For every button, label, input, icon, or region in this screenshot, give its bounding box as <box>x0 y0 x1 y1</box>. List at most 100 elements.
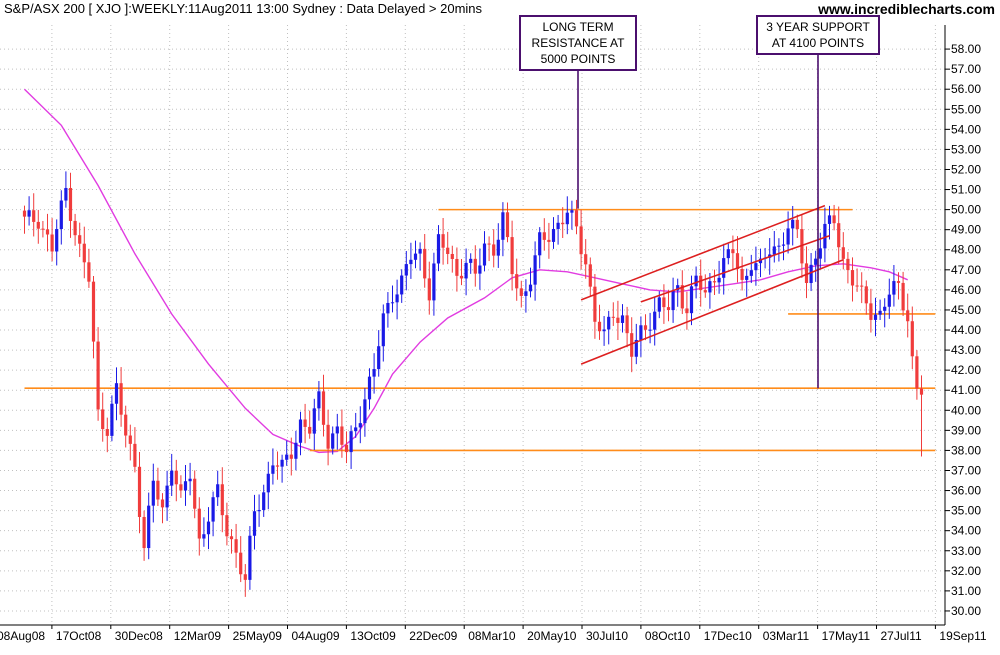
price-bar-body <box>331 433 335 449</box>
price-bar-body <box>804 263 809 284</box>
price-bar <box>59 190 63 245</box>
price-bar-body <box>243 574 247 580</box>
y-tick-label: 47.00 <box>951 263 981 277</box>
price-bar <box>795 214 799 239</box>
price-bar <box>275 451 280 480</box>
price-bar <box>271 448 275 485</box>
price-bar-body <box>694 275 698 287</box>
y-tick-label: 33.00 <box>951 544 981 558</box>
price-bar-body <box>344 444 349 453</box>
y-tick-label: 46.00 <box>951 283 981 297</box>
price-bar <box>473 245 477 287</box>
price-bar <box>298 411 303 456</box>
price-bar <box>151 463 155 523</box>
price-bar <box>574 199 579 235</box>
price-bar-body <box>786 228 790 245</box>
x-tick-label: 30Jul10 <box>586 629 628 643</box>
price-bar <box>538 227 542 269</box>
price-bar-body <box>542 232 546 240</box>
price-bar <box>404 250 408 291</box>
site-label[interactable]: www.incrediblecharts.com <box>817 1 995 17</box>
y-tick-label: 32.00 <box>951 564 981 578</box>
price-bar-body <box>202 534 206 539</box>
price-bar <box>717 260 721 294</box>
price-bar-body <box>312 408 316 434</box>
price-bar-body <box>335 426 339 434</box>
price-bar <box>340 409 344 458</box>
price-bar-body <box>303 419 307 427</box>
price-bar <box>105 417 109 453</box>
annotation-line: LONG TERM <box>542 20 613 34</box>
price-bar <box>915 350 919 400</box>
price-bar <box>781 232 786 261</box>
y-tick-label: 53.00 <box>951 142 981 156</box>
price-bar <box>354 412 358 438</box>
price-bar-body <box>501 212 505 240</box>
price-bar <box>565 196 569 235</box>
price-bar <box>703 274 707 298</box>
price-bar <box>91 275 96 359</box>
price-bar-body <box>685 308 689 314</box>
price-bar <box>82 226 86 279</box>
price-bar <box>873 297 878 337</box>
price-bar <box>27 196 31 226</box>
y-tick-label: 38.00 <box>951 443 981 457</box>
price-bar-body <box>289 454 293 459</box>
price-bar <box>50 218 54 262</box>
price-bar-body <box>657 297 661 312</box>
price-bar-body <box>413 253 418 260</box>
price-bar-body <box>27 210 31 217</box>
price-bar <box>588 257 592 296</box>
price-bar-body <box>427 278 431 301</box>
price-bar-body <box>814 258 818 265</box>
price-bar-body <box>225 515 229 537</box>
x-tick-label: 25May09 <box>233 629 283 643</box>
y-tick-label: 41.00 <box>951 383 981 397</box>
price-bar-body <box>749 270 753 276</box>
price-bar-body <box>561 222 565 225</box>
price-bar <box>262 484 266 517</box>
price-bar-body <box>616 317 620 323</box>
annotations-layer: LONG TERM RESISTANCE AT 5000 POINTS 3 YEAR … <box>519 15 880 389</box>
price-bar-body <box>662 297 666 308</box>
price-bar-body <box>151 480 155 506</box>
y-tick-label: 42.00 <box>951 363 981 377</box>
price-bar-body <box>68 187 73 221</box>
price-bar <box>648 312 652 344</box>
y-tick-label: 54.00 <box>951 122 981 136</box>
price-bar <box>459 258 464 286</box>
price-bar-body <box>726 249 730 259</box>
price-bar <box>620 304 625 333</box>
price-bar-body <box>133 443 137 467</box>
price-bar-body <box>340 426 344 445</box>
price-bar-body <box>689 286 694 314</box>
price-bar <box>519 280 523 308</box>
price-bar-body <box>78 235 82 244</box>
price-bar <box>248 526 252 590</box>
price-bar-body <box>386 302 390 314</box>
price-bar-body <box>901 282 905 311</box>
price-bar <box>832 204 836 231</box>
x-tick-label: 03Mar11 <box>763 629 810 643</box>
price-bar-body <box>156 480 160 500</box>
price-bar-body <box>915 356 919 389</box>
price-bar-body <box>740 269 744 280</box>
price-bar <box>243 564 247 597</box>
price-bar-body <box>73 220 77 236</box>
price-bar-body <box>252 511 257 536</box>
price-bar <box>78 222 82 258</box>
price-bar-body <box>597 321 602 332</box>
price-bar-body <box>395 294 399 303</box>
price-bar-body <box>873 314 878 320</box>
price-bar-body <box>358 423 362 428</box>
price-bar <box>883 298 887 328</box>
price-bar <box>239 536 243 583</box>
price-bar <box>400 269 404 303</box>
price-bar-body <box>887 294 891 307</box>
price-bar-body <box>827 215 832 224</box>
price-bars-layer <box>22 171 924 597</box>
price-bar-body <box>565 212 569 225</box>
price-bar-body <box>643 325 648 330</box>
price-bar <box>841 232 845 270</box>
price-bar <box>528 267 533 298</box>
